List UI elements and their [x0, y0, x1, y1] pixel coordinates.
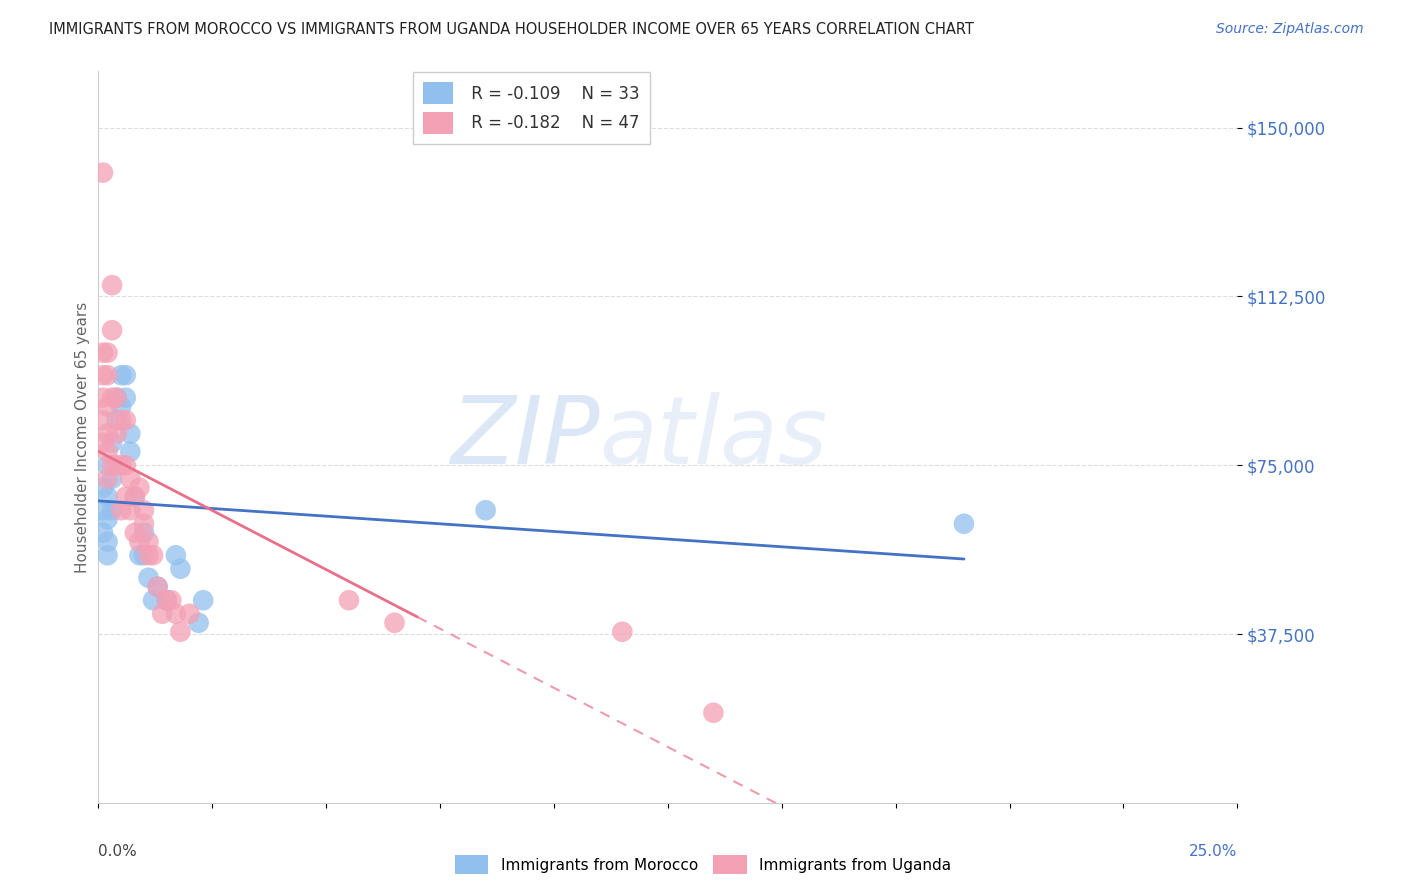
Point — [150, 607, 173, 621]
Point — [114, 368, 136, 383]
Point — [142, 593, 165, 607]
Point — [128, 534, 150, 549]
Text: 25.0%: 25.0% — [1189, 845, 1237, 860]
Point — [105, 426, 128, 441]
Point — [96, 400, 118, 414]
Point — [101, 323, 124, 337]
Point — [110, 413, 132, 427]
Point — [337, 593, 360, 607]
Point — [96, 534, 118, 549]
Point — [132, 516, 155, 531]
Point — [105, 391, 128, 405]
Point — [96, 458, 118, 473]
Point — [110, 400, 132, 414]
Point — [96, 490, 118, 504]
Point — [146, 580, 169, 594]
Point — [120, 444, 142, 458]
Text: Source: ZipAtlas.com: Source: ZipAtlas.com — [1216, 22, 1364, 37]
Point — [120, 426, 142, 441]
Point — [101, 391, 124, 405]
Point — [612, 624, 634, 639]
Point — [474, 503, 496, 517]
Point — [91, 166, 114, 180]
Point — [91, 435, 114, 450]
Point — [91, 413, 114, 427]
Point — [101, 472, 124, 486]
Point — [156, 593, 179, 607]
Point — [96, 444, 118, 458]
Point — [138, 571, 160, 585]
Point — [128, 481, 150, 495]
Point — [120, 503, 142, 517]
Point — [138, 534, 160, 549]
Point — [110, 458, 132, 473]
Point — [91, 503, 114, 517]
Point — [124, 525, 146, 540]
Point — [91, 481, 114, 495]
Point — [114, 490, 136, 504]
Point — [110, 503, 132, 517]
Point — [101, 458, 124, 473]
Legend:  R = -0.109    N = 33,  R = -0.182    N = 47: R = -0.109 N = 33, R = -0.182 N = 47 — [413, 72, 650, 144]
Point — [101, 278, 124, 293]
Point — [132, 548, 155, 562]
Point — [105, 458, 128, 473]
Point — [96, 345, 118, 359]
Text: ZIP: ZIP — [450, 392, 599, 483]
Point — [169, 624, 191, 639]
Point — [132, 503, 155, 517]
Point — [384, 615, 406, 630]
Point — [96, 512, 118, 526]
Point — [193, 593, 215, 607]
Point — [160, 593, 183, 607]
Point — [96, 548, 118, 562]
Point — [96, 426, 118, 441]
Point — [105, 413, 128, 427]
Text: IMMIGRANTS FROM MOROCCO VS IMMIGRANTS FROM UGANDA HOUSEHOLDER INCOME OVER 65 YEA: IMMIGRANTS FROM MOROCCO VS IMMIGRANTS FR… — [49, 22, 974, 37]
Point — [96, 368, 118, 383]
Point — [132, 525, 155, 540]
Point — [124, 490, 146, 504]
Point — [165, 548, 187, 562]
Point — [91, 368, 114, 383]
Point — [110, 368, 132, 383]
Point — [101, 435, 124, 450]
Point — [114, 391, 136, 405]
Point — [142, 548, 165, 562]
Point — [124, 490, 146, 504]
Point — [953, 516, 976, 531]
Point — [120, 472, 142, 486]
Point — [165, 607, 187, 621]
Point — [146, 580, 169, 594]
Point — [91, 391, 114, 405]
Point — [101, 503, 124, 517]
Point — [91, 525, 114, 540]
Point — [96, 472, 118, 486]
Point — [169, 562, 191, 576]
Y-axis label: Householder Income Over 65 years: Householder Income Over 65 years — [75, 301, 90, 573]
Point — [105, 391, 128, 405]
Text: atlas: atlas — [599, 392, 828, 483]
Point — [114, 458, 136, 473]
Point — [187, 615, 209, 630]
Point — [179, 607, 201, 621]
Legend: Immigrants from Morocco, Immigrants from Uganda: Immigrants from Morocco, Immigrants from… — [449, 849, 957, 880]
Point — [156, 593, 179, 607]
Text: 0.0%: 0.0% — [98, 845, 138, 860]
Point — [91, 345, 114, 359]
Point — [138, 548, 160, 562]
Point — [128, 548, 150, 562]
Point — [114, 413, 136, 427]
Point — [702, 706, 724, 720]
